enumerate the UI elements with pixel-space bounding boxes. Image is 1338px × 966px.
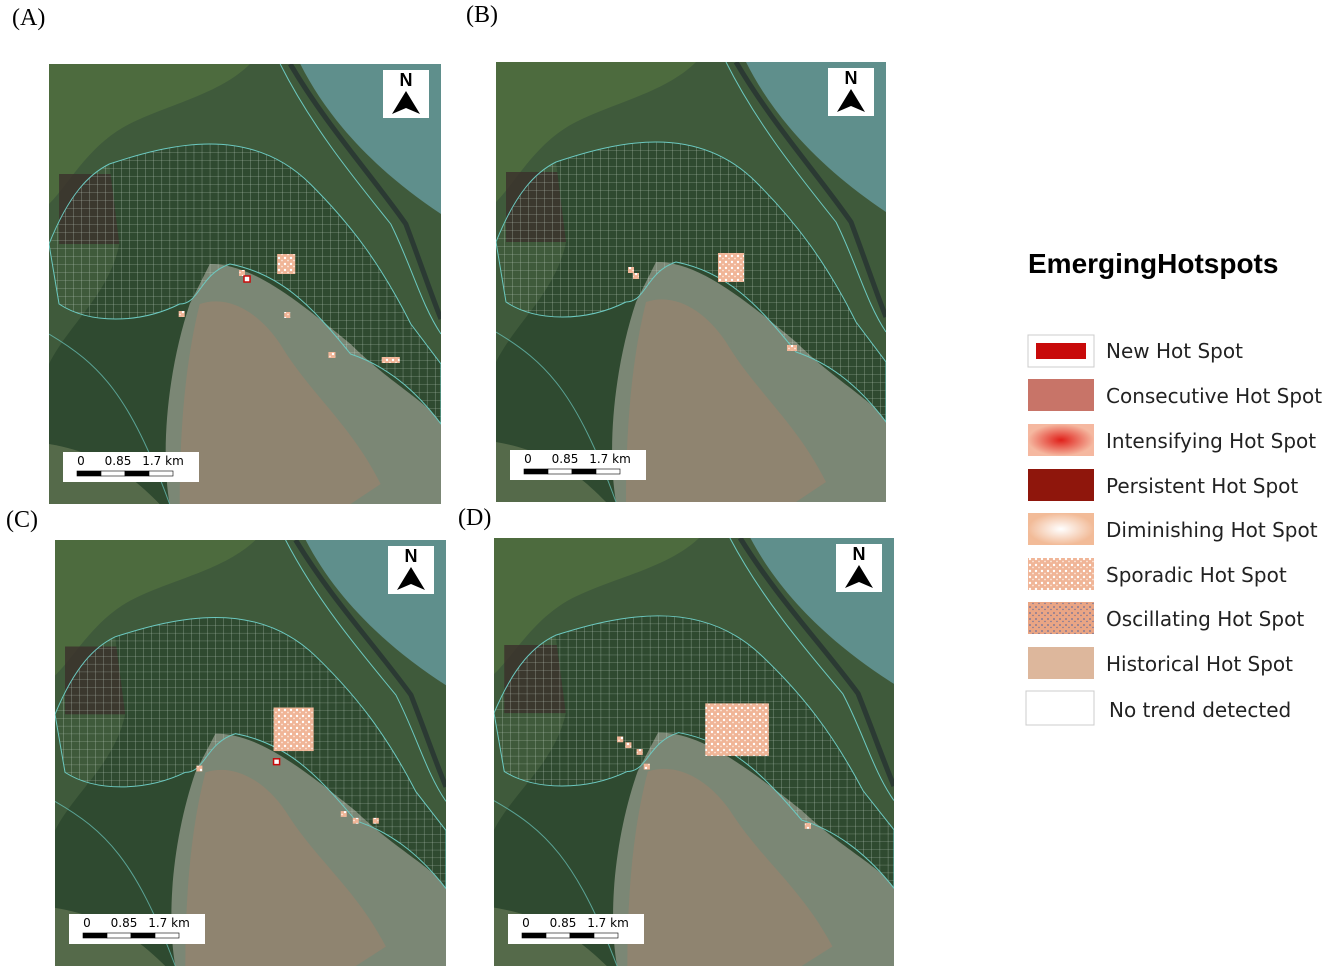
- panel-label: (A): [12, 5, 45, 31]
- hotspot-cell: [179, 311, 185, 317]
- legend-label: Consecutive Hot Spot: [1106, 384, 1322, 408]
- scale-bar: [83, 933, 107, 938]
- map-image: [49, 64, 441, 504]
- scale-label: 1.7 km: [589, 452, 631, 466]
- hotspot-cell: [353, 818, 359, 824]
- legend-title: EmergingHotspots: [1028, 248, 1278, 279]
- scale-bar: [77, 471, 101, 476]
- swatch: [1028, 469, 1094, 501]
- scale-bar: [570, 933, 594, 938]
- legend-label: No trend detected: [1109, 698, 1291, 722]
- scale-bar: [101, 471, 125, 476]
- swatch: [1028, 424, 1094, 456]
- swatch: [1026, 691, 1094, 725]
- swatch: [1028, 602, 1094, 634]
- swatch: [1028, 513, 1094, 545]
- panel-label: (B): [466, 2, 498, 28]
- scale-label: 1.7 km: [142, 454, 184, 468]
- scale-label: 0: [522, 916, 530, 930]
- hotspot-cell: [274, 759, 280, 765]
- scale-bar: [131, 933, 155, 938]
- legend-label: Persistent Hot Spot: [1106, 474, 1298, 498]
- legend-swatches: [1026, 335, 1094, 725]
- scale-label: 0.85: [550, 916, 577, 930]
- scale-label: 0: [524, 452, 532, 466]
- map-panel: N 0 0.85 1.7 km: [496, 62, 886, 502]
- scale-bar: [524, 469, 548, 474]
- legend: EmergingHotspots New Hot Spot Consecutive…: [1026, 248, 1322, 725]
- figure: EmergingHotspots New Hot Spot Consecutive…: [0, 0, 1338, 966]
- hotspot-cell: [787, 345, 797, 351]
- scale-bar: [125, 471, 149, 476]
- scale-label: 0.85: [105, 454, 132, 468]
- swatch: [1028, 379, 1094, 411]
- hotspot-cell: [705, 703, 769, 756]
- hotspot-cell: [805, 823, 811, 829]
- map-panel: N 0 0.85 1.7 km: [55, 540, 446, 966]
- legend-label: New Hot Spot: [1106, 339, 1243, 363]
- hotspot-cell: [382, 357, 400, 363]
- scale-bar: [548, 469, 572, 474]
- map-panel: N 0 0.85 1.7 km: [49, 64, 441, 504]
- hotspot-cell: [239, 270, 245, 276]
- hotspot-cell: [625, 742, 631, 748]
- map-panel: N 0 0.85 1.7 km: [494, 538, 894, 966]
- legend-label: Oscillating Hot Spot: [1106, 607, 1304, 631]
- hotspot-cell: [284, 312, 290, 318]
- scale-bar: [149, 471, 173, 476]
- scale-bar: [594, 933, 618, 938]
- scale-label: 1.7 km: [587, 916, 629, 930]
- map-image: [496, 62, 886, 502]
- hotspot-cell: [373, 818, 379, 824]
- scale-label: 0.85: [111, 916, 138, 930]
- hotspot-cell: [244, 276, 250, 282]
- hotspot-cell: [196, 766, 202, 772]
- scale-bar: [596, 469, 620, 474]
- scale-bar: [572, 469, 596, 474]
- hotspot-cell: [718, 253, 744, 282]
- map-image: [494, 538, 894, 966]
- hotspot-cell: [274, 707, 314, 751]
- scale-label: 0: [83, 916, 91, 930]
- hotspot-cell: [328, 352, 335, 358]
- hotspot-cell: [277, 254, 295, 274]
- hotspot-cell: [341, 811, 347, 817]
- north-label: N: [853, 544, 866, 564]
- legend-label: Sporadic Hot Spot: [1106, 563, 1287, 587]
- swatch: [1028, 647, 1094, 679]
- north-label: N: [405, 546, 418, 566]
- scale-bar: [155, 933, 179, 938]
- legend-label: Historical Hot Spot: [1106, 652, 1293, 676]
- legend-label: Diminishing Hot Spot: [1106, 518, 1318, 542]
- panel-label: (C): [6, 507, 38, 533]
- hotspot-cell: [617, 736, 623, 742]
- panel-label: (D): [458, 505, 491, 531]
- north-label: N: [845, 68, 858, 88]
- swatch: [1028, 558, 1094, 590]
- scale-label: 0: [77, 454, 85, 468]
- hotspot-cell: [628, 267, 634, 273]
- hotspot-cell: [633, 273, 639, 279]
- north-label: N: [400, 70, 413, 90]
- scale-label: 0.85: [552, 452, 579, 466]
- scale-bar: [546, 933, 570, 938]
- map-image: [55, 540, 446, 966]
- scale-bar: [107, 933, 131, 938]
- scale-bar: [522, 933, 546, 938]
- scale-label: 1.7 km: [148, 916, 190, 930]
- swatch-fill: [1036, 343, 1086, 359]
- hotspot-cell: [637, 749, 643, 755]
- hotspot-cell: [644, 764, 650, 770]
- legend-label: Intensifying Hot Spot: [1106, 429, 1316, 453]
